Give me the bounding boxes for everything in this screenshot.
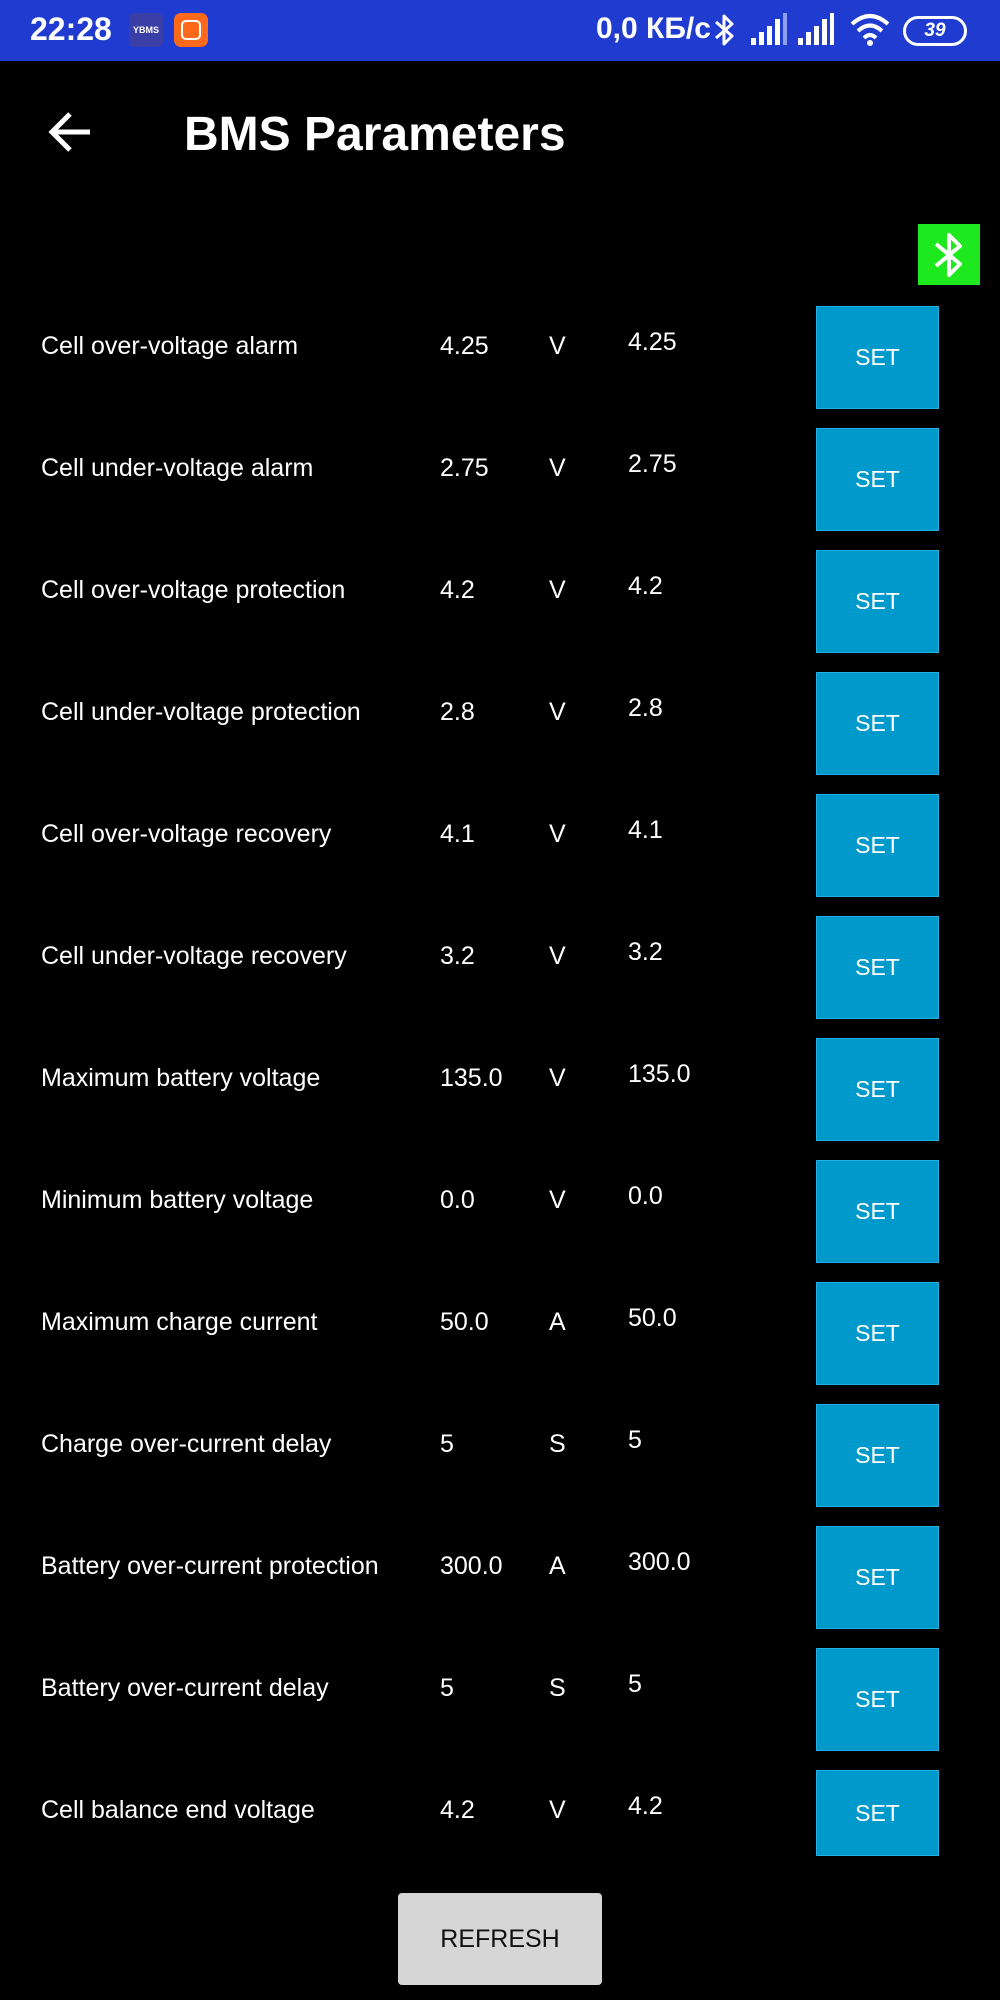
parameter-label: Cell over-voltage recovery [41,820,332,848]
parameter-input[interactable] [628,1060,778,1089]
parameter-input[interactable] [628,816,778,845]
parameter-current-value: 5 [440,1430,454,1458]
parameter-row: Cell under-voltage protection 2.8 V SET [0,672,1000,775]
signal-icon [751,13,787,45]
set-button[interactable]: SET [816,1770,939,1856]
status-time: 22:28 [30,11,112,47]
bluetooth-icon [715,14,734,46]
parameter-unit: V [549,576,566,604]
set-button[interactable]: SET [816,428,939,531]
parameter-row: Charge over-current delay 5 S SET [0,1404,1000,1507]
parameter-label: Minimum battery voltage [41,1186,314,1214]
set-button[interactable]: SET [816,916,939,1019]
parameter-input[interactable] [628,938,778,967]
parameter-row: Cell balance end voltage 4.2 V SET [0,1770,1000,1873]
parameter-label: Maximum charge current [41,1308,318,1336]
ybms-app-icon: YBMS [129,13,163,47]
parameter-label: Cell balance end voltage [41,1796,315,1824]
parameter-label: Cell under-voltage alarm [41,454,314,482]
parameter-current-value: 50.0 [440,1308,489,1336]
parameter-input[interactable] [628,1548,778,1577]
set-button[interactable]: SET [816,1404,939,1507]
parameter-label: Charge over-current delay [41,1430,332,1458]
parameter-unit: A [549,1552,566,1580]
notification-app-icon [174,13,208,47]
bluetooth-status-button[interactable] [918,224,980,285]
parameter-row: Cell over-voltage recovery 4.1 V SET [0,794,1000,897]
parameter-current-value: 5 [440,1674,454,1702]
set-button[interactable]: SET [816,550,939,653]
parameter-row: Cell over-voltage protection 4.2 V SET [0,550,1000,653]
signal-icon [798,13,834,45]
set-button[interactable]: SET [816,672,939,775]
parameter-current-value: 4.1 [440,820,475,848]
parameter-row: Maximum charge current 50.0 A SET [0,1282,1000,1385]
parameter-current-value: 3.2 [440,942,475,970]
parameter-row: Cell over-voltage alarm 4.25 V SET [0,306,1000,409]
battery-icon: 39 [903,16,967,46]
parameter-current-value: 4.25 [440,332,489,360]
parameter-input[interactable] [628,450,778,479]
parameter-current-value: 2.8 [440,698,475,726]
refresh-button[interactable]: REFRESH [398,1893,602,1985]
parameter-label: Cell over-voltage protection [41,576,346,604]
parameter-input[interactable] [628,1182,778,1211]
parameter-unit: V [549,820,566,848]
set-button[interactable]: SET [816,1038,939,1141]
set-button[interactable]: SET [816,1526,939,1629]
parameter-row: Cell under-voltage alarm 2.75 V SET [0,428,1000,531]
parameter-unit: V [549,942,566,970]
parameter-label: Battery over-current protection [41,1552,379,1580]
parameter-unit: V [549,1796,566,1824]
parameter-current-value: 0.0 [440,1186,475,1214]
parameter-unit: V [549,332,566,360]
parameter-label: Cell under-voltage protection [41,698,361,726]
parameter-row: Battery over-current delay 5 S SET [0,1648,1000,1751]
parameter-unit: V [549,698,566,726]
wifi-icon [850,14,890,46]
set-button[interactable]: SET [816,1648,939,1751]
parameter-input[interactable] [628,1304,778,1333]
parameter-row: Maximum battery voltage 135.0 V SET [0,1038,1000,1141]
parameter-input[interactable] [628,1670,778,1699]
set-button[interactable]: SET [816,1160,939,1263]
parameter-row: Battery over-current protection 300.0 A … [0,1526,1000,1629]
parameter-label: Cell over-voltage alarm [41,332,299,360]
parameter-label: Battery over-current delay [41,1674,329,1702]
parameter-label: Maximum battery voltage [41,1064,321,1092]
parameter-input[interactable] [628,694,778,723]
parameter-input[interactable] [628,328,778,357]
status-bar: 22:28 YBMS 0,0 КБ/с 39 [0,0,1000,61]
parameter-unit: S [549,1674,566,1702]
parameter-input[interactable] [628,1426,778,1455]
parameter-row: Cell under-voltage recovery 3.2 V SET [0,916,1000,1019]
parameter-current-value: 300.0 [440,1552,503,1580]
parameter-unit: A [549,1308,566,1336]
network-speed: 0,0 КБ/с [596,12,711,45]
set-button[interactable]: SET [816,794,939,897]
parameter-unit: V [549,1186,566,1214]
parameter-unit: V [549,1064,566,1092]
parameter-unit: V [549,454,566,482]
arrow-left-icon[interactable] [46,108,94,156]
set-button[interactable]: SET [816,1282,939,1385]
parameter-current-value: 4.2 [440,576,475,604]
parameter-current-value: 4.2 [440,1796,475,1824]
parameter-unit: S [549,1430,566,1458]
parameter-current-value: 2.75 [440,454,489,482]
parameter-current-value: 135.0 [440,1064,503,1092]
parameter-input[interactable] [628,572,778,601]
parameter-label: Cell under-voltage recovery [41,942,347,970]
bluetooth-icon [934,232,962,277]
parameter-row: Minimum battery voltage 0.0 V SET [0,1160,1000,1263]
set-button[interactable]: SET [816,306,939,409]
parameter-input[interactable] [628,1792,778,1821]
page-title: BMS Parameters [184,108,566,161]
